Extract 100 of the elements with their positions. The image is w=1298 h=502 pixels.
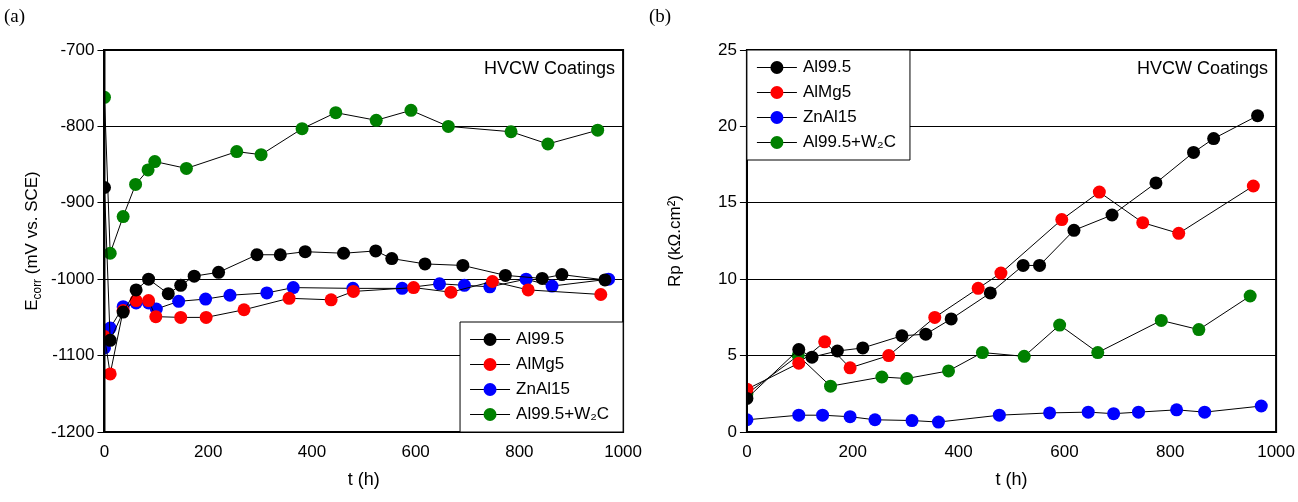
point [1251,109,1265,123]
point [199,310,213,324]
point [230,145,244,159]
x-axis-title: t (h) [347,469,380,490]
y-tick-label: -900 [60,192,95,212]
point [433,277,446,291]
y-tick-label: 10 [717,268,737,288]
y-tick-label: -1000 [51,268,95,288]
x-tick-label: 0 [742,441,752,461]
point [919,327,933,341]
point [1243,289,1257,303]
y-tick-label: 20 [717,116,737,136]
point [1016,258,1030,272]
legend-label: Al99.5+W₂C [802,132,896,152]
point [161,287,175,301]
y-tick-label: 25 [717,39,737,59]
point [992,408,1006,422]
x-axis-title: t (h) [995,469,1028,490]
point [212,265,226,279]
legend-label: Al99.5+W₂C [516,404,610,424]
point [805,350,819,364]
point [129,177,143,191]
point [824,379,838,393]
point [1149,176,1163,190]
point [174,310,188,324]
point [1092,185,1106,199]
y-tick-label: -700 [60,39,95,59]
point [329,106,343,120]
point [856,341,870,355]
point [816,408,830,422]
point [1207,132,1221,146]
point [1172,226,1186,240]
point [441,119,455,133]
point [1154,313,1168,327]
annotation: HVCW Coatings [484,57,616,78]
point [104,333,117,347]
legend-label: ZnAl15 [516,379,570,399]
y-tick-label: 5 [727,345,737,365]
x-tick-label: 1000 [1257,441,1295,461]
point [591,123,605,137]
point [975,346,989,360]
point [444,285,458,299]
x-tick-label: 200 [194,441,223,461]
x-tick-label: 1000 [604,441,642,461]
point [223,288,237,302]
point [1043,406,1057,420]
point [407,281,421,295]
point [875,370,889,384]
point [142,272,156,286]
point [369,113,383,127]
point [1192,323,1206,337]
legend-label: AlMg5 [802,82,852,102]
point [1053,318,1067,332]
point [792,342,806,356]
point [1091,346,1105,360]
point [900,372,914,386]
y-tick-label: 0 [727,421,737,441]
point [521,283,535,297]
y-axis-title: Rp (kΩ.cm²) [664,194,684,288]
y-axis-title: Ecorr (mV vs. SCE) [22,171,44,311]
point [295,122,309,136]
annotation: HVCW Coatings [1137,57,1269,78]
point [944,312,958,326]
point [1198,405,1212,419]
point [260,286,274,300]
point [498,268,512,282]
legend-label: AlMg5 [516,354,565,374]
point [1246,179,1260,193]
point [324,293,338,307]
point [1136,216,1150,230]
point [418,257,432,271]
x-tick-label: 600 [1050,441,1079,461]
point [254,148,268,162]
point [931,415,945,429]
point [1067,223,1081,237]
point [882,349,896,363]
x-tick-label: 800 [1156,441,1185,461]
y-tick-label: -1100 [52,345,95,365]
point [843,410,857,424]
y-tick-label: -800 [60,116,95,136]
point [404,103,418,117]
point [541,137,555,151]
point [843,361,857,375]
x-tick-label: 0 [99,441,110,461]
point [179,161,193,175]
point [818,335,832,349]
point [942,364,956,378]
point [286,281,300,295]
point [1033,258,1047,272]
point [199,292,213,306]
point [1187,145,1201,159]
point [369,244,383,258]
x-tick-label: 400 [944,441,973,461]
point [1107,407,1121,421]
point [504,125,518,139]
point [830,344,844,358]
y-tick-label: 15 [717,192,737,212]
point [148,155,162,169]
point [187,269,201,283]
chart-title: (a) [4,5,26,28]
